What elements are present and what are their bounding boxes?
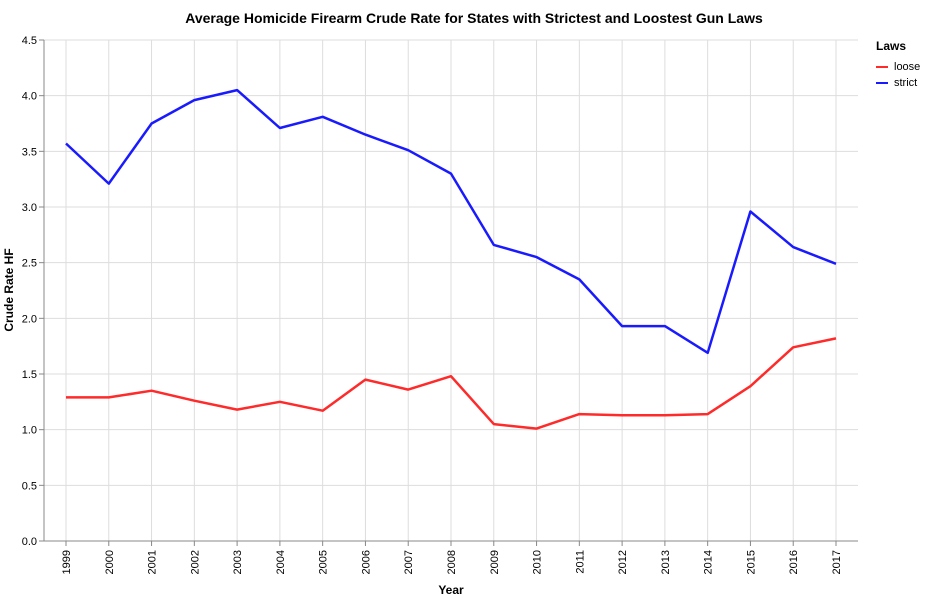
legend-label-strict: strict xyxy=(894,77,918,89)
x-tick-label: 2002 xyxy=(189,550,201,574)
series-line-strict xyxy=(65,88,837,355)
x-tick-label: 2015 xyxy=(745,550,757,574)
x-axis-title: Year xyxy=(438,583,464,597)
chart-title: Average Homicide Firearm Crude Rate for … xyxy=(185,10,763,26)
x-tick-label: 2010 xyxy=(532,550,544,574)
x-tick-label: 1999 xyxy=(61,550,73,574)
legend-label-loose: loose xyxy=(894,61,921,73)
x-tick-label: 2014 xyxy=(703,550,715,574)
x-tick-label: 2007 xyxy=(403,550,415,574)
y-tick-label: 4.0 xyxy=(22,91,37,103)
y-tick-label: 2.0 xyxy=(22,313,37,325)
x-tick-label: 2009 xyxy=(489,550,501,574)
y-tick-label: 1.0 xyxy=(22,425,37,437)
legend-swatch-loose xyxy=(876,66,888,68)
x-tick-label: 2017 xyxy=(831,550,843,574)
y-tick-label: 4.5 xyxy=(22,35,37,47)
y-tick-label: 1.5 xyxy=(22,369,37,381)
x-tick-label: 2008 xyxy=(446,550,458,574)
x-tick-label: 2016 xyxy=(788,550,800,574)
x-tick-label: 2000 xyxy=(104,550,116,574)
x-tick-label: 2011 xyxy=(574,550,586,574)
y-tick-label: 2.5 xyxy=(22,258,37,270)
legend: Laws loose strict xyxy=(876,39,920,91)
x-tick-label: 2006 xyxy=(360,550,372,574)
y-tick-label: 0.0 xyxy=(22,536,37,548)
x-tick-label: 2012 xyxy=(617,550,629,574)
x-tick-label: 2005 xyxy=(318,550,330,574)
series-lines xyxy=(65,88,837,430)
y-axis-title: Crude Rate HF xyxy=(2,248,16,331)
axes: 0.0 0.5 1.0 1.5 2.0 2.5 3.0 3.5 4.0 4.5 1999 2000 20… xyxy=(22,35,858,574)
x-tick-label: 2003 xyxy=(232,550,244,574)
y-tick-label: 3.5 xyxy=(22,146,37,158)
x-tick-label: 2001 xyxy=(147,550,159,574)
legend-swatch-strict xyxy=(876,82,888,84)
legend-title: Laws xyxy=(876,39,907,53)
legend-item-strict: strict xyxy=(876,75,920,91)
x-tick-label: 2013 xyxy=(660,550,672,574)
y-tick-label: 0.5 xyxy=(22,480,37,492)
y-tick-label: 3.0 xyxy=(22,202,37,214)
series-line-loose xyxy=(66,337,837,430)
legend-item-loose: loose xyxy=(876,59,920,75)
x-tick-label: 2004 xyxy=(275,550,287,574)
